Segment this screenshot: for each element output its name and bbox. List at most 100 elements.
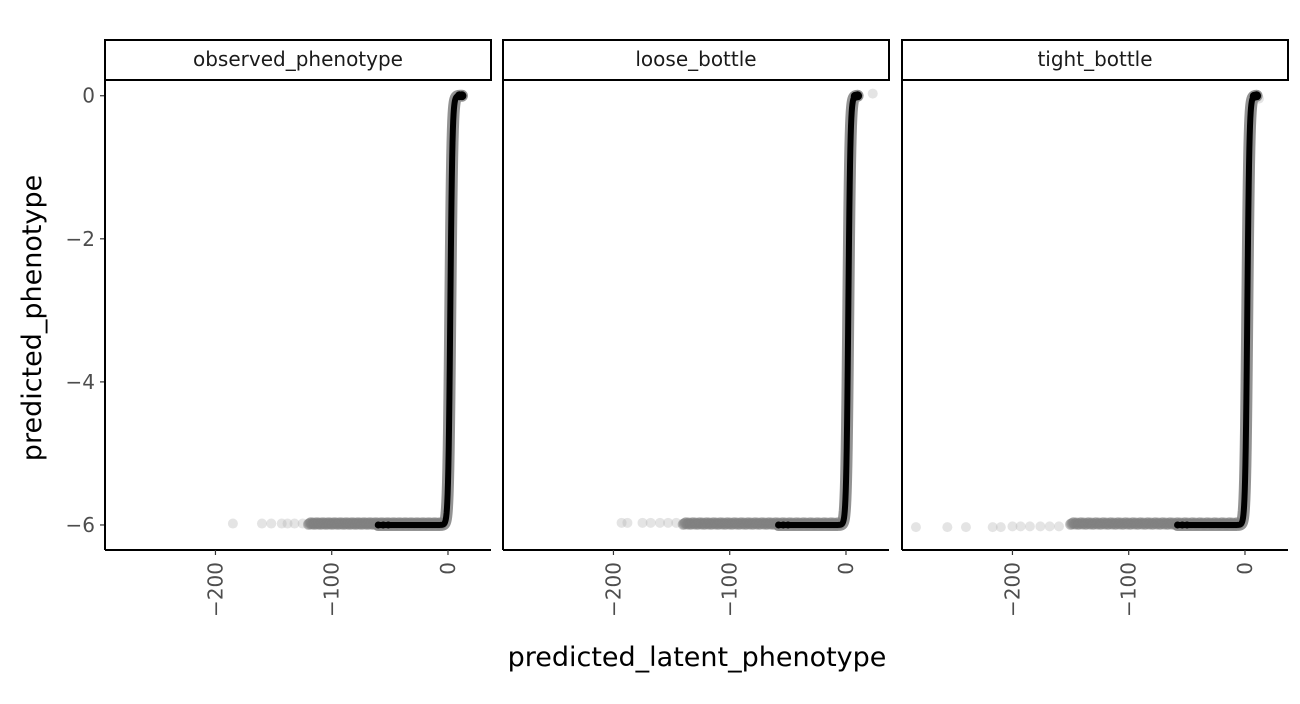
cloud-point [1155, 518, 1167, 530]
x-tick-label: −200 [1000, 562, 1024, 617]
cloud-point [1092, 518, 1104, 530]
cloud-point [339, 518, 351, 530]
cloud-point [689, 518, 701, 530]
cloud-point [307, 518, 319, 530]
faint-point [663, 517, 674, 528]
cloud-point [1065, 518, 1077, 530]
cloud-point [1093, 517, 1105, 529]
faint-point [1015, 521, 1026, 532]
cloud-point [1106, 518, 1118, 530]
curve-end-point [1183, 521, 1191, 529]
cloud-point [698, 518, 710, 530]
cloud-point [1162, 518, 1174, 530]
cloud-point [1095, 518, 1107, 530]
cloud-point [680, 517, 692, 529]
cloud-point [691, 518, 703, 530]
cloud-point [359, 518, 371, 530]
cloud-point [316, 517, 328, 529]
cloud-point [1147, 518, 1159, 530]
cloud-point [761, 518, 773, 530]
cloud-point [743, 518, 755, 530]
cloud-point [724, 518, 736, 530]
panel-points [227, 89, 468, 531]
cloud-point [333, 518, 345, 530]
x-tick-label: −100 [320, 562, 344, 617]
cloud-point [1135, 517, 1147, 529]
cloud-point [705, 518, 717, 530]
curve-end-point [784, 521, 792, 529]
cloud-point [354, 518, 366, 530]
faint-point [227, 518, 238, 529]
cloud-point [710, 518, 722, 530]
cloud-point [740, 518, 752, 530]
cloud-point [1129, 518, 1141, 530]
cloud-point [694, 517, 706, 529]
cloud-point [324, 518, 336, 530]
cloud-point [719, 518, 731, 530]
x-tick-label: 0 [1233, 562, 1257, 575]
curve-end-point [853, 91, 863, 101]
curve-end-point [379, 521, 387, 529]
cloud-point [329, 518, 341, 530]
cloud-point [1101, 517, 1113, 529]
cloud-point [1109, 518, 1121, 530]
cloud-point [708, 517, 720, 529]
cloud-point [350, 518, 362, 530]
cloud-point [734, 517, 746, 529]
cloud-point [336, 518, 348, 530]
cloud-point [709, 518, 721, 530]
panel-points [910, 89, 1264, 533]
facet-strip [502, 39, 890, 81]
curve-line [1174, 92, 1260, 528]
cloud-point [362, 518, 374, 530]
cloud-point [311, 517, 323, 529]
cloud-point [338, 518, 350, 530]
cloud-point [747, 518, 759, 530]
cloud-point [706, 518, 718, 530]
cloud-point [759, 517, 771, 529]
cloud-point [345, 517, 357, 529]
facet-title: loose_bottle [635, 47, 756, 71]
cloud-point [723, 518, 735, 530]
cloud-point [303, 518, 315, 530]
cloud-point [325, 517, 337, 529]
y-tick-label: −4 [66, 370, 95, 394]
cloud-point [344, 518, 356, 530]
cloud-point [701, 517, 713, 529]
faint-point [645, 517, 656, 528]
cloud-point [722, 517, 734, 529]
cloud-point [727, 518, 739, 530]
facet-title: tight_bottle [1037, 47, 1152, 71]
cloud-point [702, 518, 714, 530]
cloud-point [1142, 517, 1154, 529]
cloud-point [1073, 518, 1085, 530]
curve-end-point [457, 91, 467, 101]
cloud-point [720, 518, 732, 530]
cloud-point [1141, 517, 1153, 529]
cloud-point [314, 518, 326, 530]
cloud-point [1117, 518, 1129, 530]
cloud-point [1121, 518, 1133, 530]
facet-panel-observed-phenotype: observed_phenotype −200 −100 0 [104, 39, 492, 617]
cloud-point [308, 518, 320, 530]
cloud-point [1146, 518, 1158, 530]
cloud-point [744, 518, 756, 530]
cloud-point [312, 518, 324, 530]
cloud-point [353, 518, 365, 530]
cloud-point [687, 517, 699, 529]
cloud-point [764, 518, 776, 530]
cloud-point [1077, 518, 1089, 530]
cloud-point [356, 518, 368, 530]
faint-point [637, 517, 648, 528]
cloud-point [749, 517, 761, 529]
cloud-point [352, 517, 364, 529]
cloud-point [681, 518, 693, 530]
cloud-point [347, 518, 359, 530]
faint-point [1053, 521, 1064, 532]
cloud-point [321, 518, 333, 530]
cloud-point [1085, 518, 1097, 530]
faint-point [282, 518, 293, 529]
cloud-point [1082, 517, 1094, 529]
cloud-point [1157, 517, 1169, 529]
